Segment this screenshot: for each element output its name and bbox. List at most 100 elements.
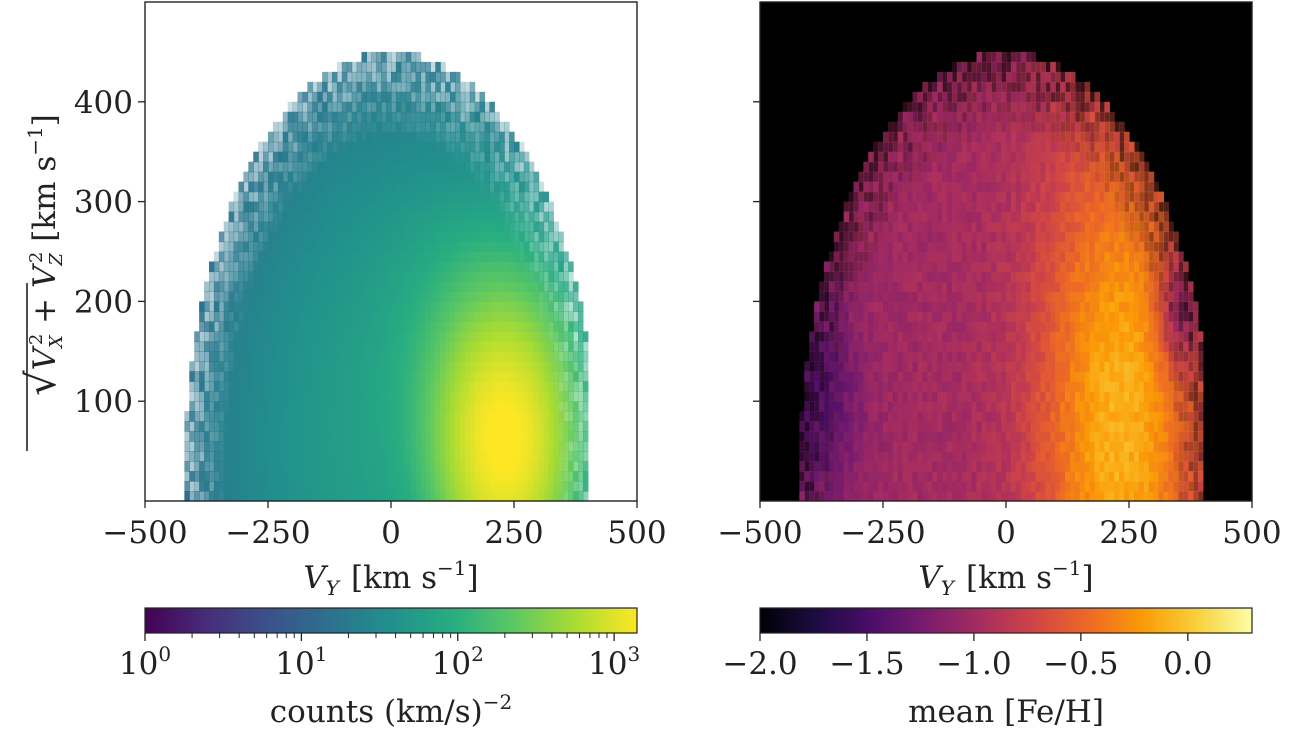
heatmap-cell — [577, 471, 584, 482]
heatmap-cell — [282, 241, 289, 253]
heatmap-cell — [838, 321, 845, 332]
heatmap-cell — [809, 491, 815, 501]
heatmap-cell — [263, 431, 269, 442]
heatmap-cell — [863, 201, 869, 213]
heatmap-cell — [558, 391, 564, 402]
heatmap-cell — [1015, 141, 1022, 153]
heatmap-cell — [464, 351, 471, 362]
heatmap-cell — [489, 451, 495, 462]
heatmap-cell — [538, 281, 545, 293]
heatmap-cell — [1001, 451, 1007, 462]
heatmap-cell — [386, 321, 392, 332]
heatmap-cell — [523, 421, 530, 432]
heatmap-cell — [327, 241, 333, 253]
heatmap-cell — [577, 311, 584, 322]
heatmap-cell — [809, 431, 815, 442]
heatmap-cell — [425, 381, 431, 392]
heatmap-cell — [218, 361, 225, 372]
heatmap-cell — [445, 101, 451, 113]
heatmap-cell — [425, 331, 431, 342]
heatmap-cell — [494, 331, 500, 342]
heatmap-cell — [356, 141, 363, 153]
heatmap-cell — [1035, 271, 1042, 283]
heatmap-cell — [828, 311, 835, 322]
heatmap-cell — [425, 71, 431, 83]
heatmap-cell — [430, 431, 436, 442]
heatmap-cell — [307, 291, 313, 302]
heatmap-cell — [833, 391, 840, 402]
heatmap-cell — [1040, 421, 1046, 432]
heatmap-cell — [351, 331, 358, 342]
heatmap-cell — [833, 461, 840, 472]
heatmap-cell — [469, 211, 476, 223]
heatmap-cell — [902, 101, 909, 113]
heatmap-cell — [819, 491, 825, 501]
heatmap-cell — [213, 301, 220, 312]
heatmap-cell — [272, 311, 279, 322]
heatmap-cell — [272, 411, 279, 422]
heatmap-cell — [902, 151, 909, 163]
heatmap-cell — [1006, 221, 1012, 233]
heatmap-cell — [838, 361, 845, 372]
heatmap-cell — [366, 141, 372, 153]
heatmap-cell — [883, 491, 889, 501]
heatmap-cell — [912, 131, 919, 143]
heatmap-cell — [494, 311, 500, 322]
heatmap-cell — [942, 281, 948, 293]
heatmap-cell — [1010, 411, 1017, 422]
heatmap-cell — [258, 441, 264, 452]
heatmap-cell — [942, 251, 948, 263]
heatmap-cell — [425, 441, 431, 452]
heatmap-cell — [858, 171, 864, 183]
heatmap-cell — [361, 81, 367, 93]
heatmap-cell — [1030, 481, 1037, 492]
heatmap-cell — [208, 371, 215, 382]
heatmap-cell — [484, 361, 490, 372]
heatmap-cell — [405, 351, 412, 362]
heatmap-cell — [410, 171, 417, 183]
heatmap-cell — [341, 341, 348, 352]
heatmap-cell — [459, 101, 466, 113]
heatmap-cell — [1006, 311, 1012, 322]
heatmap-cell — [887, 381, 894, 392]
heatmap-cell — [430, 461, 436, 472]
heatmap-cell — [420, 221, 427, 233]
heatmap-cell — [563, 331, 569, 342]
heatmap-cell — [317, 131, 323, 143]
heatmap-cell — [853, 291, 859, 302]
heatmap-cell — [292, 451, 299, 462]
heatmap-cell — [902, 431, 909, 442]
heatmap-cell — [361, 121, 367, 133]
heatmap-cell — [238, 181, 244, 193]
heatmap-cell — [459, 381, 466, 392]
heatmap-cell — [263, 181, 269, 193]
heatmap-cell — [317, 181, 323, 193]
heatmap-cell — [1001, 321, 1007, 332]
heatmap-cell — [489, 251, 495, 263]
heatmap-cell — [991, 301, 997, 312]
heatmap-cell — [469, 81, 476, 93]
heatmap-cell — [494, 141, 500, 153]
heatmap-cell — [1015, 401, 1022, 412]
heatmap-cell — [951, 441, 958, 452]
heatmap-cell — [223, 481, 230, 492]
heatmap-cell — [351, 61, 358, 73]
heatmap-cell — [548, 311, 554, 322]
heatmap-cell — [1045, 151, 1051, 163]
heatmap-cell — [272, 271, 279, 283]
heatmap-cell — [327, 151, 333, 163]
heatmap-cell — [868, 191, 874, 203]
heatmap-cell — [297, 151, 304, 163]
heatmap-cell — [907, 151, 914, 163]
heatmap-cell — [833, 291, 840, 302]
heatmap-cell — [376, 381, 382, 392]
heatmap-cell — [395, 61, 402, 73]
heatmap-cell — [376, 61, 382, 73]
heatmap-cell — [263, 171, 269, 183]
heatmap-cell — [971, 221, 978, 233]
heatmap-cell — [991, 261, 997, 273]
heatmap-cell — [504, 381, 510, 392]
heatmap-cell — [838, 481, 845, 492]
heatmap-cell — [932, 151, 938, 163]
heatmap-cell — [322, 181, 328, 193]
